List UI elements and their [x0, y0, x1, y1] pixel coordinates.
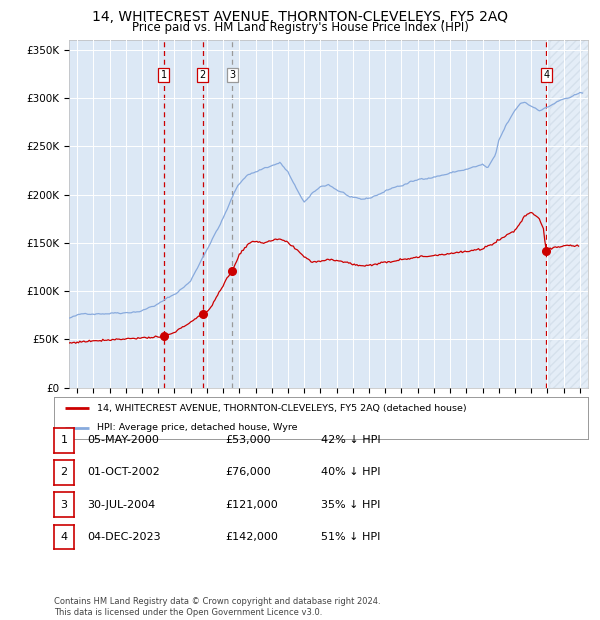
Text: £53,000: £53,000	[225, 435, 271, 445]
Text: 01-OCT-2002: 01-OCT-2002	[87, 467, 160, 477]
Text: 1: 1	[61, 435, 67, 445]
Text: 1: 1	[161, 70, 167, 80]
Text: 42% ↓ HPI: 42% ↓ HPI	[321, 435, 380, 445]
Text: Contains HM Land Registry data © Crown copyright and database right 2024.
This d: Contains HM Land Registry data © Crown c…	[54, 598, 380, 617]
Text: 05-MAY-2000: 05-MAY-2000	[87, 435, 159, 445]
Text: 35% ↓ HPI: 35% ↓ HPI	[321, 500, 380, 510]
Text: £76,000: £76,000	[225, 467, 271, 477]
Text: HPI: Average price, detached house, Wyre: HPI: Average price, detached house, Wyre	[97, 423, 297, 432]
Text: 3: 3	[229, 70, 236, 80]
Text: 4: 4	[61, 532, 67, 542]
Text: Price paid vs. HM Land Registry's House Price Index (HPI): Price paid vs. HM Land Registry's House …	[131, 21, 469, 33]
Text: 04-DEC-2023: 04-DEC-2023	[87, 532, 161, 542]
Text: 2: 2	[61, 467, 67, 477]
Text: 30-JUL-2004: 30-JUL-2004	[87, 500, 155, 510]
Text: 14, WHITECREST AVENUE, THORNTON-CLEVELEYS, FY5 2AQ (detached house): 14, WHITECREST AVENUE, THORNTON-CLEVELEY…	[97, 404, 466, 413]
Text: £142,000: £142,000	[225, 532, 278, 542]
Text: 14, WHITECREST AVENUE, THORNTON-CLEVELEYS, FY5 2AQ: 14, WHITECREST AVENUE, THORNTON-CLEVELEY…	[92, 10, 508, 24]
Bar	[550, 40, 600, 388]
Text: £121,000: £121,000	[225, 500, 278, 510]
Text: 2: 2	[200, 70, 206, 80]
Text: 4: 4	[543, 70, 549, 80]
Text: 3: 3	[61, 500, 67, 510]
Text: 40% ↓ HPI: 40% ↓ HPI	[321, 467, 380, 477]
Text: 51% ↓ HPI: 51% ↓ HPI	[321, 532, 380, 542]
